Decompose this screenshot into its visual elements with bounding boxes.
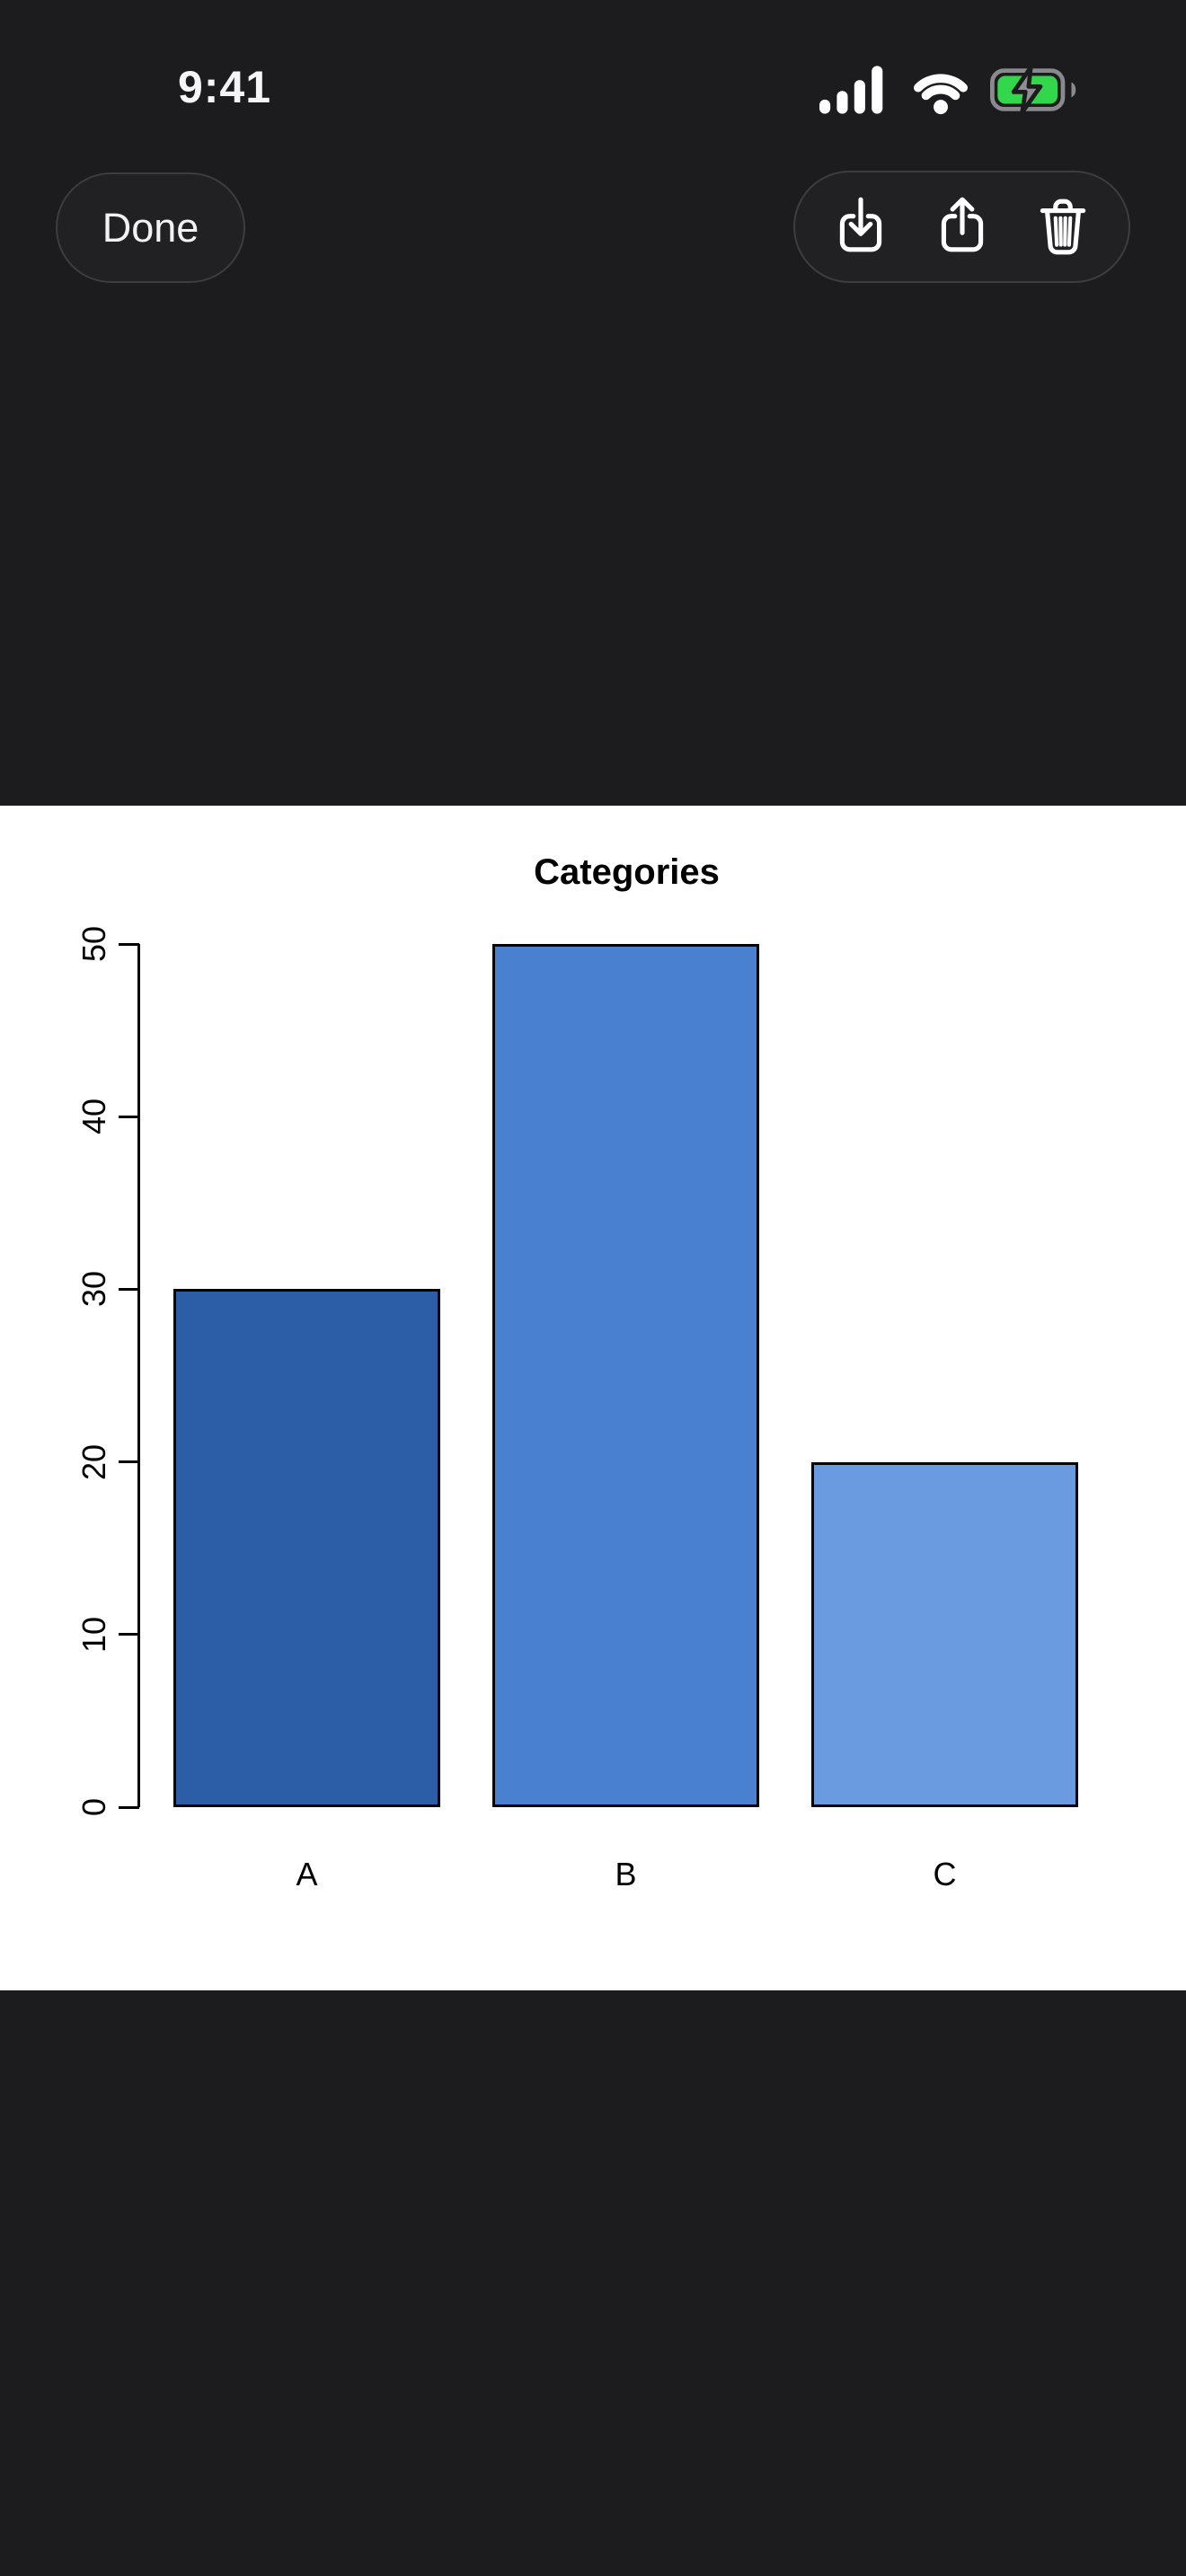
wifi-icon (907, 64, 975, 119)
y-axis-tick-label: 0 (75, 1797, 112, 1817)
y-axis-tick (119, 942, 139, 946)
battery-charging-icon (990, 65, 1080, 116)
y-axis-tick-label: 30 (75, 1271, 112, 1308)
x-axis-label-B: B (615, 1856, 637, 1892)
y-axis-tick (119, 1633, 139, 1636)
y-axis-line (137, 944, 140, 1807)
y-axis-tick (119, 1115, 139, 1118)
y-axis-tick-label: 50 (75, 925, 112, 963)
status-time: 9:41 (177, 62, 272, 112)
bar-A (173, 1289, 440, 1807)
y-axis-tick-label: 40 (75, 1098, 112, 1135)
x-axis-label-C: C (933, 1856, 957, 1892)
photo-preview-chart-image: Categories 0 10 20 30 40 50 A B C (0, 806, 1186, 1990)
y-axis-tick (119, 1287, 139, 1291)
share-button[interactable] (926, 187, 998, 268)
y-axis-tick-label: 20 (75, 1443, 112, 1480)
chart-title: Categories (534, 852, 720, 892)
bar-B (492, 944, 759, 1807)
x-axis-label-A: A (296, 1856, 318, 1892)
done-button[interactable]: Done (56, 172, 245, 283)
download-button[interactable] (825, 187, 897, 268)
download-icon (833, 194, 889, 260)
trash-icon (1035, 194, 1091, 260)
y-axis-tick (119, 1805, 139, 1809)
status-icons (819, 65, 1080, 119)
actions-toolbar (793, 171, 1130, 283)
bar-C (811, 1461, 1078, 1807)
status-bar: 9:41 (0, 0, 1186, 153)
cellular-signal-icon (819, 65, 891, 119)
y-axis-tick-label: 10 (75, 1616, 112, 1653)
trash-button[interactable] (1027, 187, 1099, 268)
share-icon (934, 194, 990, 260)
y-axis-tick (119, 1460, 139, 1464)
